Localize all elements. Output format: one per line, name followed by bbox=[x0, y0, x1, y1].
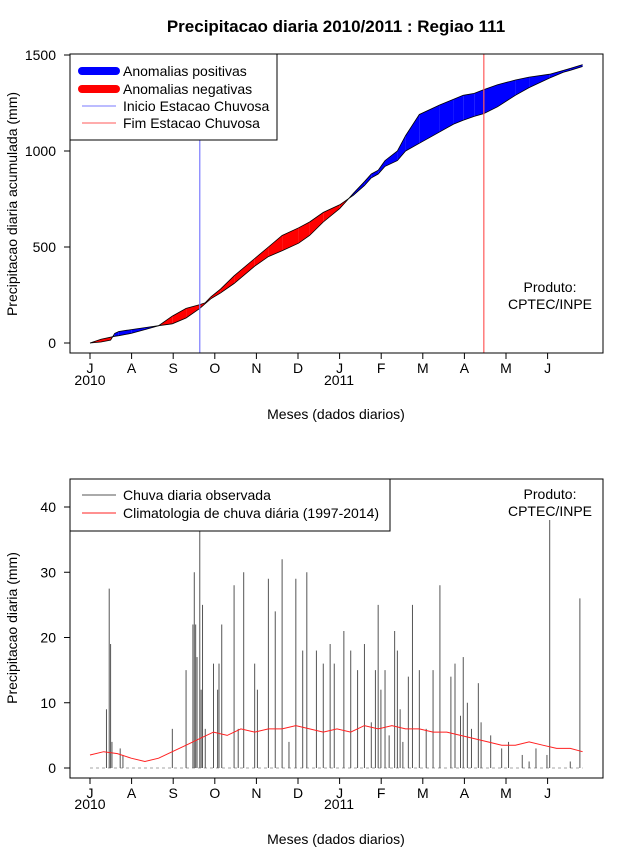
bottom-plot-area bbox=[89, 520, 583, 769]
anomaly-negative-area bbox=[172, 308, 187, 324]
legend-label-onset: Inicio Estacao Chuvosa bbox=[123, 98, 270, 114]
anomaly-positive-area bbox=[453, 95, 464, 125]
anomaly-positive-area bbox=[515, 77, 530, 96]
x-tick-label: A bbox=[460, 785, 470, 801]
x-tick-label: J bbox=[544, 785, 551, 801]
climatology-daily-line bbox=[89, 725, 583, 763]
anomaly-negative-area bbox=[309, 212, 324, 236]
top-credit-line2: CPTEC/INPE bbox=[508, 296, 592, 312]
y-tick-label: 0 bbox=[48, 760, 56, 776]
y-tick-label: 30 bbox=[40, 564, 56, 580]
anomaly-positive-area bbox=[483, 84, 498, 114]
anomaly-negative-area bbox=[254, 247, 269, 267]
x-tick-label: A bbox=[127, 360, 137, 376]
y-tick-label: 10 bbox=[40, 695, 56, 711]
y-tick-label: 1000 bbox=[25, 143, 56, 159]
x-tick-label: S bbox=[169, 360, 178, 376]
anomaly-negative-area bbox=[220, 275, 235, 294]
bottom-credit-line1: Produto: bbox=[524, 486, 577, 502]
anomaly-positive-area bbox=[385, 151, 398, 167]
x-tick-label: D bbox=[293, 785, 303, 801]
x-tick-label: F bbox=[377, 785, 386, 801]
anomaly-positive-area bbox=[419, 104, 440, 144]
top-y-axis-label: Precipitacao diaria acumulada (mm) bbox=[4, 92, 20, 316]
legend-label-climatology: Climatologia de chuva diária (1997-2014) bbox=[123, 505, 379, 521]
top-panel: Precipitacao diaria 2010/2011 : Regiao 1… bbox=[4, 17, 604, 422]
x-tick-label: J bbox=[336, 785, 343, 801]
x-tick-label: J bbox=[544, 360, 551, 376]
anomaly-positive-area bbox=[463, 93, 475, 121]
bottom-panel: 0 10 20 30 40 J A S O N D J F M A M J 2010 2011 Meses (… bbox=[4, 478, 604, 847]
x-tick-label: J bbox=[87, 360, 94, 376]
x-tick-label: J bbox=[336, 360, 343, 376]
bottom-credit-line2: CPTEC/INPE bbox=[508, 503, 592, 519]
top-x-axis-label: Meses (dados diarios) bbox=[267, 406, 405, 422]
anomaly-negative-area bbox=[268, 235, 283, 257]
legend-label-positive: Anomalias positivas bbox=[123, 63, 247, 79]
x-tick-label: O bbox=[209, 360, 220, 376]
x-tick-label: M bbox=[417, 360, 429, 376]
bottom-x-axis-label: Meses (dados diarios) bbox=[267, 831, 405, 847]
bottom-y-axis-label: Precipitacao diaria (mm) bbox=[4, 552, 20, 704]
x-tick-label: J bbox=[87, 785, 94, 801]
bottom-legend-box bbox=[69, 478, 391, 532]
x-tick-label: S bbox=[169, 785, 178, 801]
bottom-year-label-2010: 2010 bbox=[74, 796, 105, 812]
x-tick-label: A bbox=[127, 785, 137, 801]
x-tick-label: N bbox=[251, 785, 261, 801]
x-tick-label: A bbox=[460, 360, 470, 376]
y-tick-label: 500 bbox=[33, 239, 57, 255]
observed-accumulated-line bbox=[89, 64, 583, 344]
anomaly-positive-area bbox=[529, 74, 550, 88]
y-tick-label: 40 bbox=[40, 499, 56, 515]
x-tick-label: M bbox=[500, 785, 512, 801]
anomaly-positive-area bbox=[549, 70, 564, 78]
x-tick-label: M bbox=[500, 360, 512, 376]
x-tick-label: N bbox=[251, 360, 261, 376]
anomaly-positive-area bbox=[378, 160, 385, 174]
anomaly-negative-area bbox=[298, 222, 310, 244]
anomaly-positive-area bbox=[397, 135, 406, 161]
anomaly-positive-area bbox=[371, 170, 379, 178]
top-credit-line1: Produto: bbox=[524, 279, 577, 295]
legend-label-observed: Chuva diaria observada bbox=[123, 487, 271, 503]
chart-title: Precipitacao diaria 2010/2011 : Regiao 1… bbox=[167, 17, 505, 36]
top-plot-frame bbox=[69, 53, 604, 354]
top-legend-box bbox=[69, 53, 278, 141]
anomaly-positive-area bbox=[497, 80, 516, 107]
anomaly-positive-area bbox=[570, 64, 583, 71]
x-tick-label: F bbox=[377, 360, 386, 376]
anomaly-positive-area bbox=[131, 327, 145, 334]
legend-label-end: Fim Estacao Chuvosa bbox=[123, 115, 260, 131]
top-year-label-2011: 2011 bbox=[324, 372, 354, 388]
anomaly-positive-area bbox=[563, 68, 571, 73]
anomaly-positive-area bbox=[364, 174, 372, 186]
anomaly-positive-area bbox=[114, 331, 119, 337]
anomaly-negative-area bbox=[234, 258, 255, 284]
top-legend: Anomalias positivas Anomalias negativas … bbox=[69, 53, 278, 141]
anomaly-negative-area bbox=[323, 204, 340, 222]
top-year-label-2010: 2010 bbox=[74, 372, 105, 388]
anomaly-positive-area bbox=[439, 99, 454, 132]
y-tick-label: 0 bbox=[48, 335, 56, 351]
y-tick-label: 1500 bbox=[25, 47, 56, 63]
anomaly-positive-area bbox=[474, 89, 484, 117]
legend-label-negative: Anomalias negativas bbox=[123, 81, 252, 97]
x-tick-label: D bbox=[293, 360, 303, 376]
y-tick-label: 20 bbox=[40, 630, 56, 646]
bottom-y-axis: 0 10 20 30 40 bbox=[40, 499, 70, 776]
anomaly-negative-area bbox=[186, 304, 200, 318]
x-tick-label: O bbox=[209, 785, 220, 801]
bottom-legend: Chuva diaria observada Climatologia de c… bbox=[69, 478, 391, 532]
anomaly-positive-area bbox=[405, 114, 420, 151]
x-tick-label: M bbox=[417, 785, 429, 801]
anomaly-negative-area bbox=[101, 337, 111, 342]
top-y-axis: 0 500 1000 1500 bbox=[25, 47, 70, 351]
bottom-year-label-2011: 2011 bbox=[324, 796, 354, 812]
